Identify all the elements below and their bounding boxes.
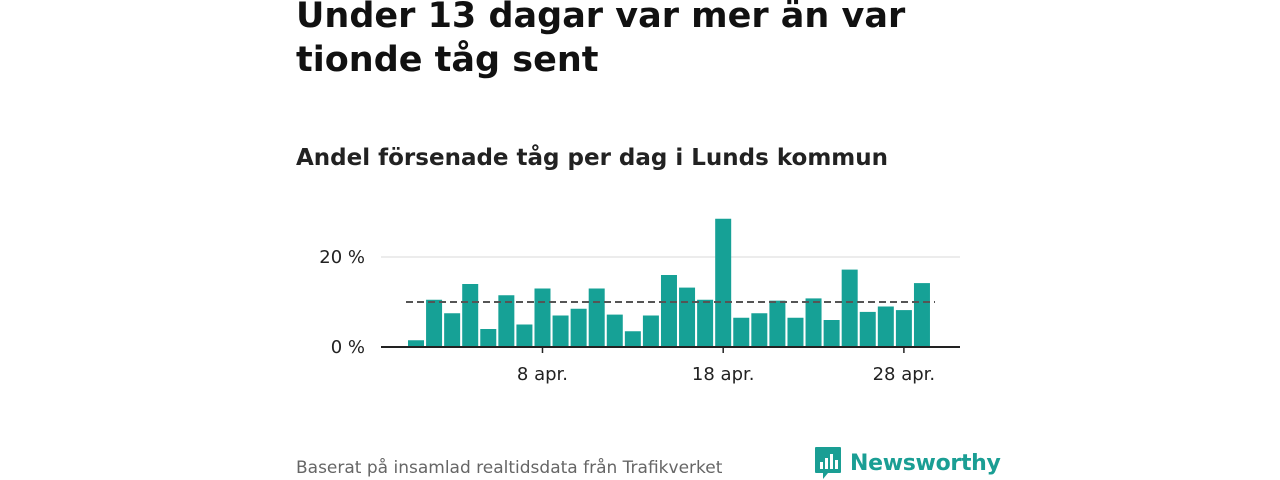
bar xyxy=(805,298,822,347)
bar xyxy=(444,313,461,347)
bar xyxy=(498,295,515,347)
bar xyxy=(751,313,768,347)
x-tick-label: 28 apr. xyxy=(873,364,936,385)
bar xyxy=(606,314,623,347)
bar xyxy=(697,299,714,347)
bar xyxy=(679,287,696,347)
brand-logo[interactable]: Newsworthy xyxy=(814,446,1001,480)
bar xyxy=(859,311,876,347)
bar xyxy=(480,329,497,347)
bar-chart-logo-icon xyxy=(815,447,841,479)
bar xyxy=(408,340,424,347)
brand-name: Newsworthy xyxy=(850,450,1001,476)
chart-title: Under 13 dagar var mer än var tionde tåg… xyxy=(296,0,906,80)
bar xyxy=(588,288,605,347)
x-tick-label: 8 apr. xyxy=(517,364,568,385)
bar xyxy=(570,308,587,347)
chart-subtitle: Andel försenade tåg per dag i Lunds komm… xyxy=(296,145,889,171)
bar xyxy=(913,283,930,347)
y-tick-label: 20 % xyxy=(319,247,365,268)
bar xyxy=(516,324,533,347)
bar xyxy=(769,300,786,347)
bar xyxy=(552,315,569,347)
bar xyxy=(715,218,732,347)
bar xyxy=(660,275,677,347)
bar xyxy=(426,299,443,347)
bar xyxy=(841,269,858,347)
bar xyxy=(534,288,551,347)
bar xyxy=(787,317,804,347)
bar xyxy=(462,284,479,347)
source-note: Baserat på insamlad realtidsdata från Tr… xyxy=(296,458,723,478)
y-tick-label: 0 % xyxy=(331,337,365,358)
bar xyxy=(733,317,750,347)
bar xyxy=(823,320,840,347)
bar xyxy=(624,331,641,347)
bar xyxy=(895,310,912,347)
bar xyxy=(642,315,659,347)
x-tick-label: 18 apr. xyxy=(692,364,755,385)
bar xyxy=(877,306,894,347)
